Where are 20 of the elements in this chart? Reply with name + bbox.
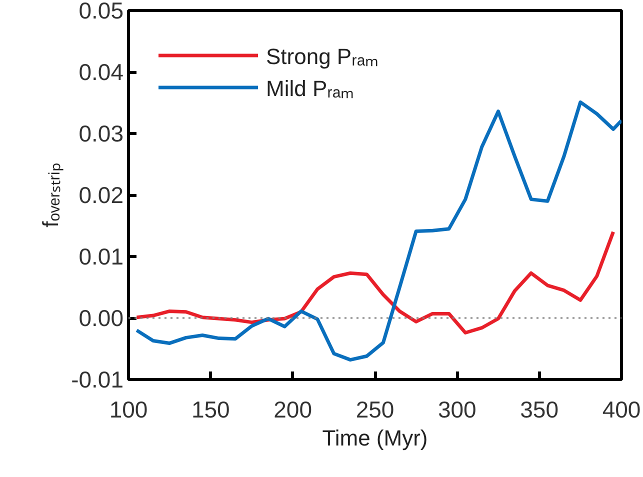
x-tick-label: 100 <box>109 396 148 422</box>
x-tick-label: 400 <box>602 396 641 422</box>
x-tick-label: 200 <box>274 396 312 422</box>
x-tick-label: 150 <box>191 396 230 422</box>
y-axis-title: fₒᵥₑᵣₛₜᵣᵢₚ <box>38 162 64 228</box>
legend-label: Strong Pᵣₐₘ <box>266 43 378 70</box>
y-tick-label: 0.00 <box>78 305 124 331</box>
line-series <box>134 230 616 335</box>
legend-label: Mild Pᵣₐₘ <box>266 75 354 102</box>
line-series <box>134 100 622 362</box>
x-tick-label: 300 <box>438 396 476 422</box>
y-tick-label: -0.01 <box>71 366 124 392</box>
x-tick-label: 350 <box>520 396 559 422</box>
y-tick-label: 0.03 <box>78 120 124 146</box>
x-axis-title: Time (Myr) <box>322 426 428 450</box>
y-tick-label: 0.01 <box>78 244 124 270</box>
x-tick-label: 250 <box>356 396 394 422</box>
y-tick-label: 0.05 <box>78 0 124 24</box>
y-tick-label: 0.02 <box>78 182 124 208</box>
y-tick-label: 0.04 <box>78 59 124 85</box>
